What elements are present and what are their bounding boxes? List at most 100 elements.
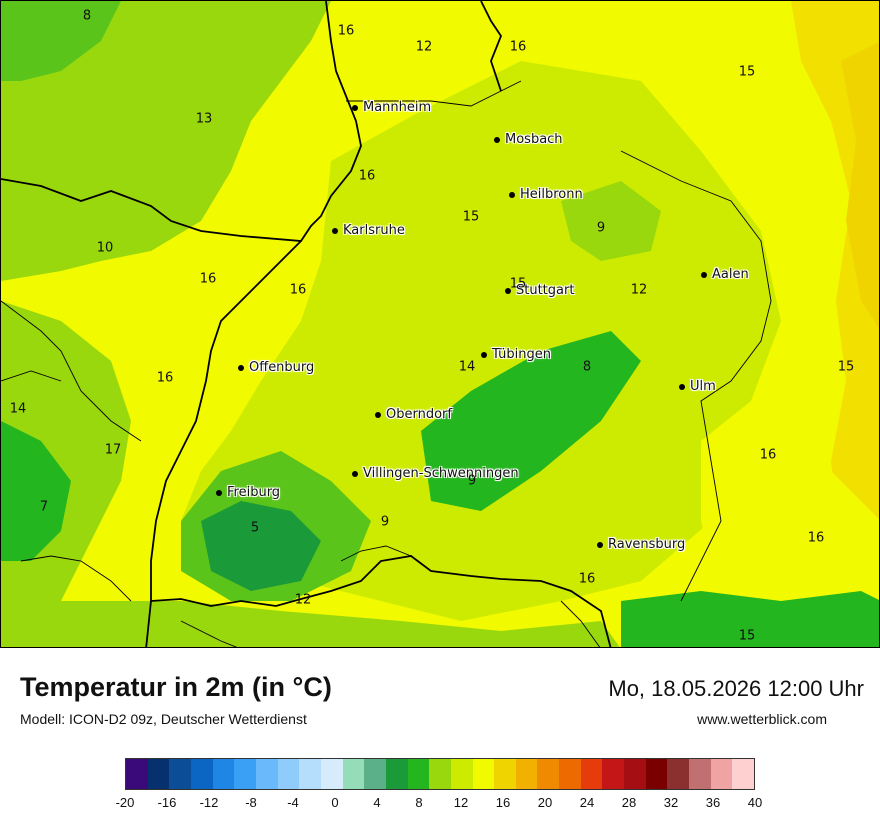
city-mosbach: Mosbach bbox=[494, 132, 563, 147]
legend-color-swatch bbox=[645, 759, 668, 789]
legend-color-swatch bbox=[407, 759, 430, 789]
temperature-map: Mannheim Mosbach Heilbronn Karlsruhe Aal… bbox=[0, 0, 880, 648]
city-villingen-schwenningen: Villingen-Schwenningen bbox=[352, 466, 519, 481]
legend-color-swatch bbox=[450, 759, 473, 789]
temp-label: 15 bbox=[738, 64, 756, 80]
field-south-green bbox=[1, 601, 620, 647]
legend-tick-label: 4 bbox=[373, 795, 381, 810]
field-black-forest-cold bbox=[201, 501, 321, 591]
legend-color-swatch bbox=[472, 759, 495, 789]
city-dot-icon bbox=[679, 383, 685, 390]
field-alps bbox=[621, 591, 879, 647]
legend-color-swatch bbox=[689, 759, 711, 789]
city-dot-icon bbox=[494, 136, 500, 143]
city-dot-icon bbox=[352, 104, 358, 111]
legend-color-swatch bbox=[710, 759, 733, 789]
legend-tick-label: 8 bbox=[415, 795, 423, 810]
legend-color-swatch bbox=[559, 759, 581, 789]
legend-color-swatch bbox=[667, 759, 690, 789]
temp-label: 7 bbox=[39, 499, 49, 515]
field-cool-west bbox=[1, 421, 71, 561]
city-label: Ulm bbox=[690, 379, 716, 394]
temp-label: 16 bbox=[358, 168, 376, 184]
city-label: Freiburg bbox=[227, 485, 281, 500]
city-freiburg: Freiburg bbox=[216, 485, 280, 500]
temp-label: 9 bbox=[380, 514, 390, 530]
field-cool-northwest bbox=[1, 1, 121, 81]
legend-color-swatch bbox=[299, 759, 321, 789]
city-oberndorf: Oberndorf bbox=[375, 407, 452, 422]
legend-color-swatch bbox=[515, 759, 538, 789]
temp-label: 12 bbox=[630, 282, 648, 298]
temp-label: 5 bbox=[250, 520, 260, 536]
color-legend-bar bbox=[125, 758, 755, 790]
website-link[interactable]: www.wetterblick.com bbox=[697, 711, 827, 727]
temp-label: 16 bbox=[199, 271, 217, 287]
map-title: Temperatur in 2m (in °C) bbox=[20, 672, 332, 702]
city-dot-icon bbox=[216, 489, 222, 496]
temp-label: 16 bbox=[289, 282, 307, 298]
city-label: Stuttgart bbox=[516, 283, 575, 298]
legend-color-swatch bbox=[212, 759, 235, 789]
legend-color-swatch bbox=[147, 759, 170, 789]
temp-label: 16 bbox=[578, 571, 596, 587]
city-label: Heilbronn bbox=[520, 187, 583, 202]
legend-tick-label: -4 bbox=[287, 795, 299, 810]
temp-label: 12 bbox=[294, 592, 312, 608]
legend-tick-label: 0 bbox=[331, 795, 339, 810]
temp-label: 14 bbox=[458, 359, 476, 375]
legend-color-swatch bbox=[342, 759, 365, 789]
city-label: Karlsruhe bbox=[343, 223, 405, 238]
temp-label: 16 bbox=[759, 447, 777, 463]
temp-label: 16 bbox=[156, 370, 174, 386]
temp-label: 13 bbox=[195, 111, 213, 127]
city-label: Mannheim bbox=[363, 100, 432, 115]
legend-color-swatch bbox=[537, 759, 560, 789]
temp-label: 15 bbox=[509, 276, 527, 292]
city-karlsruhe: Karlsruhe bbox=[332, 223, 405, 238]
city-label: Offenburg bbox=[249, 360, 315, 375]
city-dot-icon bbox=[701, 271, 707, 278]
temp-label: 8 bbox=[82, 8, 92, 24]
legend-color-swatch bbox=[602, 759, 625, 789]
legend-color-swatch bbox=[580, 759, 603, 789]
legend-tick-label: -20 bbox=[115, 795, 135, 810]
city-tuebingen: Tübingen bbox=[481, 347, 551, 362]
legend-color-swatch bbox=[234, 759, 256, 789]
legend-tick-label: -16 bbox=[157, 795, 177, 810]
legend-tick-label: 36 bbox=[705, 795, 721, 810]
temp-label: 16 bbox=[509, 39, 527, 55]
temp-label: 17 bbox=[104, 442, 122, 458]
city-label: Tübingen bbox=[492, 347, 551, 362]
city-dot-icon bbox=[332, 227, 338, 234]
city-dot-icon bbox=[481, 351, 487, 358]
city-dot-icon bbox=[509, 191, 515, 198]
city-label: Aalen bbox=[712, 267, 749, 282]
city-label: Villingen-Schwenningen bbox=[363, 466, 519, 481]
city-dot-icon bbox=[375, 411, 381, 418]
city-label: Mosbach bbox=[505, 132, 563, 147]
city-dot-icon bbox=[352, 470, 358, 477]
legend-color-swatch bbox=[732, 759, 755, 789]
legend-tick-label: 24 bbox=[579, 795, 595, 810]
city-label: Ravensburg bbox=[608, 537, 686, 552]
legend-tick-label: 16 bbox=[495, 795, 511, 810]
temperature-field bbox=[1, 1, 879, 647]
legend-color-swatch bbox=[255, 759, 278, 789]
city-mannheim: Mannheim bbox=[352, 100, 431, 115]
field-swabian-alb bbox=[421, 331, 641, 511]
temp-label: 15 bbox=[837, 359, 855, 375]
temp-label: 15 bbox=[738, 628, 756, 644]
legend-color-swatch bbox=[169, 759, 191, 789]
legend-color-swatch bbox=[320, 759, 343, 789]
temp-label: 9 bbox=[467, 473, 477, 489]
legend-tick-label: 40 bbox=[747, 795, 763, 810]
legend-color-swatch bbox=[494, 759, 516, 789]
legend-color-swatch bbox=[364, 759, 386, 789]
city-ulm: Ulm bbox=[679, 379, 716, 394]
field-green-northwest bbox=[1, 1, 331, 281]
legend-color-swatch bbox=[624, 759, 646, 789]
city-offenburg: Offenburg bbox=[238, 360, 314, 375]
field-hohenlohe bbox=[561, 181, 661, 261]
temp-label: 16 bbox=[807, 530, 825, 546]
